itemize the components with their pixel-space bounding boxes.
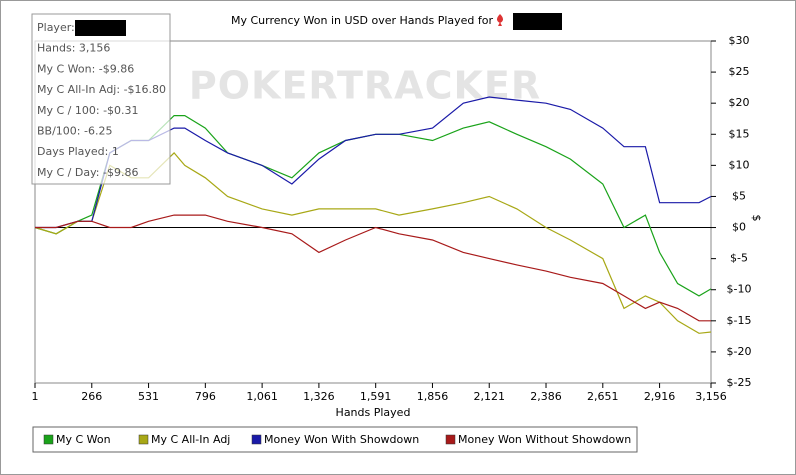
- info-line: BB/100: -6.25: [37, 125, 112, 138]
- x-tick-label: 1,856: [417, 390, 449, 403]
- legend: [32, 426, 638, 453]
- plot-area: [34, 40, 712, 384]
- y-tick-label: $-15: [727, 314, 752, 327]
- legend-swatch: [138, 434, 149, 445]
- legend-label: Money Won Without Showdown: [458, 433, 631, 446]
- x-tick-label: 1,061: [246, 390, 278, 403]
- y-tick-label: $-10: [727, 283, 752, 296]
- y-tick-label: $15: [729, 127, 750, 140]
- x-tick-label: 1,326: [303, 390, 335, 403]
- series-line: [35, 214, 711, 322]
- x-tick-label: 2,386: [530, 390, 562, 403]
- x-tick-label: 3,156: [695, 390, 727, 403]
- chart-title: My Currency Won in USD over Hands Played…: [231, 14, 494, 27]
- y-tick-label: $-5: [730, 252, 748, 265]
- legend-label: Money Won With Showdown: [264, 433, 419, 446]
- y-tick-label: $10: [729, 158, 750, 171]
- y-tick-label: $20: [729, 96, 750, 109]
- legend-label: My C Won: [56, 433, 111, 446]
- legend-swatch: [445, 434, 456, 445]
- info-line: Player:: [37, 21, 75, 34]
- legend-swatch: [43, 434, 54, 445]
- x-tick-label: 531: [138, 390, 159, 403]
- x-tick-label: 2,916: [644, 390, 676, 403]
- info-line: My C / 100: -$0.31: [37, 104, 139, 117]
- x-tick-label: 1: [32, 390, 39, 403]
- y-tick-label: $25: [729, 65, 750, 78]
- info-line: Hands: 3,156: [37, 42, 110, 55]
- x-tick-label: 1,591: [360, 390, 392, 403]
- legend-label: My C All-In Adj: [151, 433, 230, 446]
- info-line: Days Played: 1: [37, 145, 119, 158]
- y-axis-label: $: [750, 215, 763, 222]
- y-tick-label: $0: [732, 221, 746, 234]
- x-axis-label: Hands Played: [336, 406, 411, 419]
- x-tick-label: 2,121: [473, 390, 505, 403]
- y-tick-label: $5: [732, 189, 746, 202]
- redacted-player: [75, 20, 126, 36]
- info-line: My C Won: -$9.86: [37, 62, 134, 75]
- spade-icon: [497, 14, 503, 26]
- y-tick-label: $30: [729, 34, 750, 47]
- y-tick-label: $-25: [727, 376, 752, 389]
- legend-swatch: [251, 434, 262, 445]
- info-line: My C All-In Adj: -$16.80: [37, 83, 166, 96]
- redacted-name: [513, 13, 562, 30]
- x-tick-label: 2,651: [587, 390, 619, 403]
- x-tick-label: 266: [81, 390, 102, 403]
- y-tick-label: $-20: [727, 345, 752, 358]
- x-tick-label: 796: [195, 390, 216, 403]
- info-line: My C / Day: -$9.86: [37, 166, 138, 179]
- watermark: POKERTRACKER: [189, 64, 541, 108]
- info-box: [31, 13, 171, 185]
